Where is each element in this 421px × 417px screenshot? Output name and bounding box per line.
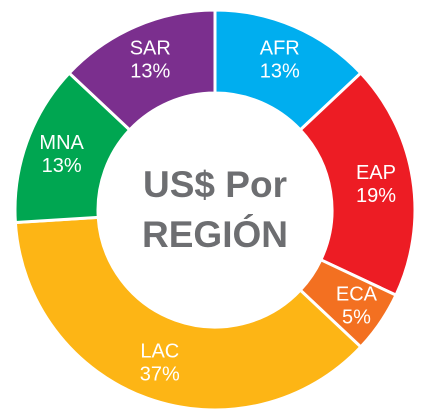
donut-segment — [13, 215, 363, 412]
segment-value-label: 37% — [140, 364, 180, 386]
segment-label: AFR — [260, 38, 300, 60]
donut-segment — [67, 8, 217, 133]
segment-value-label: 13% — [260, 61, 300, 83]
chart-title: US$ Por REGIÓN — [142, 164, 288, 255]
segment-label: ECA — [336, 283, 378, 305]
segment-label: EAP — [356, 162, 396, 184]
segment-value-label: 19% — [356, 185, 396, 207]
segment-label: MNA — [39, 132, 84, 154]
segment-label: LAC — [140, 341, 179, 363]
segment-value-label: 13% — [130, 61, 170, 83]
segment-value-label: 13% — [42, 155, 82, 177]
segment-value-label: 5% — [342, 306, 371, 328]
segment-label: SAR — [130, 38, 171, 60]
donut-segment — [298, 70, 417, 298]
